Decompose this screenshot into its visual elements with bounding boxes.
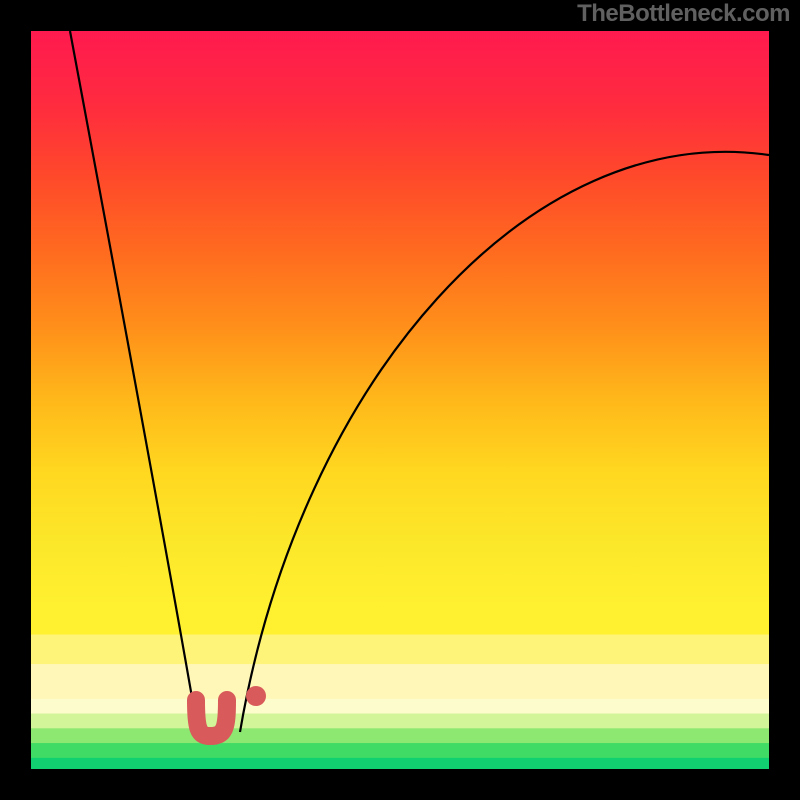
bottleneck-chart	[0, 0, 800, 800]
watermark-text: TheBottleneck.com	[577, 0, 790, 28]
frame-left	[0, 0, 31, 800]
frame-bottom	[0, 769, 800, 800]
frame-right	[769, 0, 800, 800]
color-bands	[31, 607, 769, 770]
